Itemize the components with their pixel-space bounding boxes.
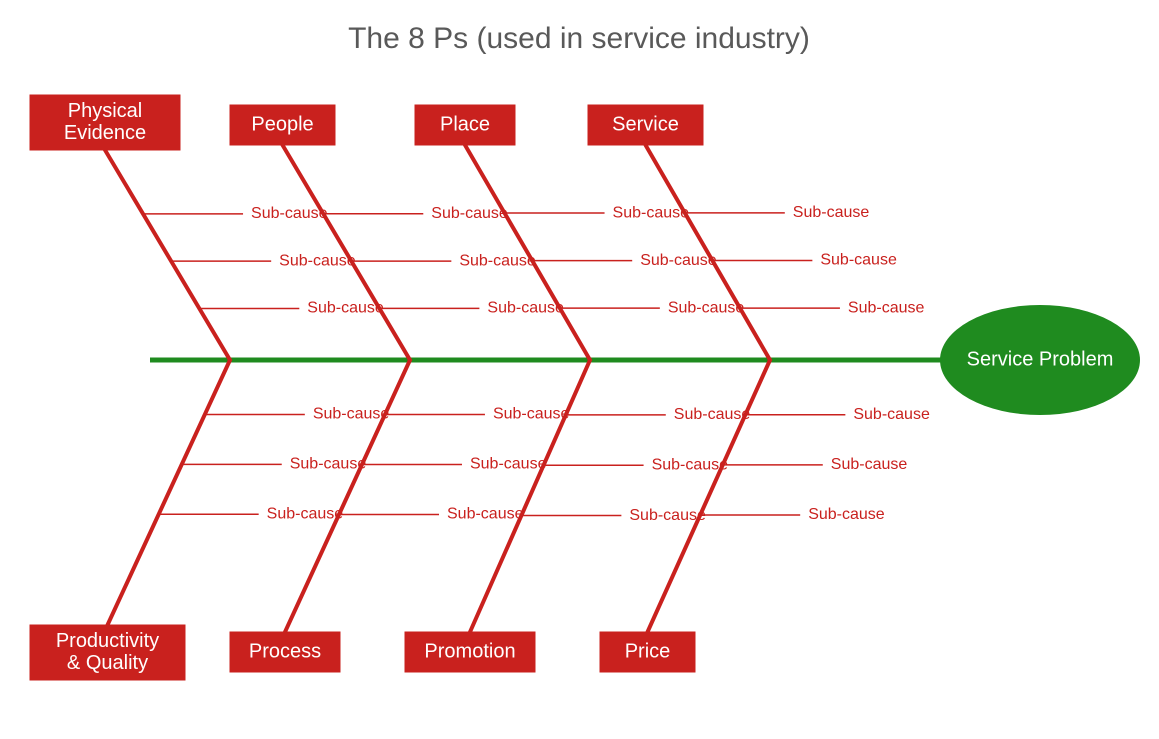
bottom-bone-3: [648, 360, 771, 632]
bottom-subcause-label-1-0: Sub-cause: [493, 406, 570, 423]
top-subcause-label-2-1: Sub-cause: [640, 252, 717, 269]
top-subcause-label-0-0: Sub-cause: [307, 300, 384, 317]
bottom-category-label-3-0: Price: [625, 640, 671, 662]
top-subcause-label-1-1: Sub-cause: [459, 252, 536, 269]
bottom-subcause-label-2-0: Sub-cause: [674, 406, 751, 423]
bottom-bone-0: [108, 360, 231, 625]
top-subcause-label-3-2: Sub-cause: [793, 204, 870, 221]
bottom-category-label-0-1: & Quality: [67, 652, 148, 674]
top-category-label-0-0: Physical: [68, 100, 142, 122]
top-subcause-label-1-2: Sub-cause: [431, 205, 508, 222]
bottom-subcause-label-1-1: Sub-cause: [470, 456, 547, 473]
top-subcause-label-3-0: Sub-cause: [848, 299, 925, 316]
bottom-bone-1: [285, 360, 410, 632]
top-category-label-1-0: People: [251, 113, 313, 135]
top-category-label-2-0: Place: [440, 113, 490, 135]
bottom-subcause-label-1-2: Sub-cause: [447, 506, 524, 523]
top-subcause-label-2-2: Sub-cause: [613, 204, 690, 221]
bottom-subcause-label-0-1: Sub-cause: [290, 456, 367, 473]
bottom-category-label-0-0: Productivity: [56, 630, 159, 652]
bottom-category-label-2-0: Promotion: [424, 640, 515, 662]
bottom-subcause-label-2-2: Sub-cause: [629, 507, 706, 524]
top-subcause-label-3-1: Sub-cause: [820, 252, 897, 269]
bottom-subcause-label-3-2: Sub-cause: [808, 506, 885, 523]
bottom-category-label-1-0: Process: [249, 640, 321, 662]
bottom-subcause-label-0-0: Sub-cause: [313, 406, 390, 423]
bottom-subcause-label-2-1: Sub-cause: [652, 456, 729, 473]
bottom-subcause-label-0-2: Sub-cause: [267, 506, 344, 523]
top-subcause-label-2-0: Sub-cause: [668, 299, 745, 316]
bottom-subcause-label-3-0: Sub-cause: [853, 406, 930, 423]
fishbone-diagram: The 8 Ps (used in service industry) Sub-…: [0, 0, 1159, 739]
top-subcause-label-0-1: Sub-cause: [279, 252, 356, 269]
effect-label: Service Problem: [967, 348, 1114, 370]
diagram-title: The 8 Ps (used in service industry): [348, 22, 810, 55]
bottom-bone-2: [470, 360, 590, 632]
top-subcause-label-0-2: Sub-cause: [251, 205, 328, 222]
top-bone-0: [105, 150, 230, 360]
top-subcause-label-1-0: Sub-cause: [487, 300, 564, 317]
top-category-label-3-0: Service: [612, 113, 679, 135]
bottom-subcause-label-3-1: Sub-cause: [831, 456, 908, 473]
top-category-label-0-1: Evidence: [64, 122, 146, 144]
